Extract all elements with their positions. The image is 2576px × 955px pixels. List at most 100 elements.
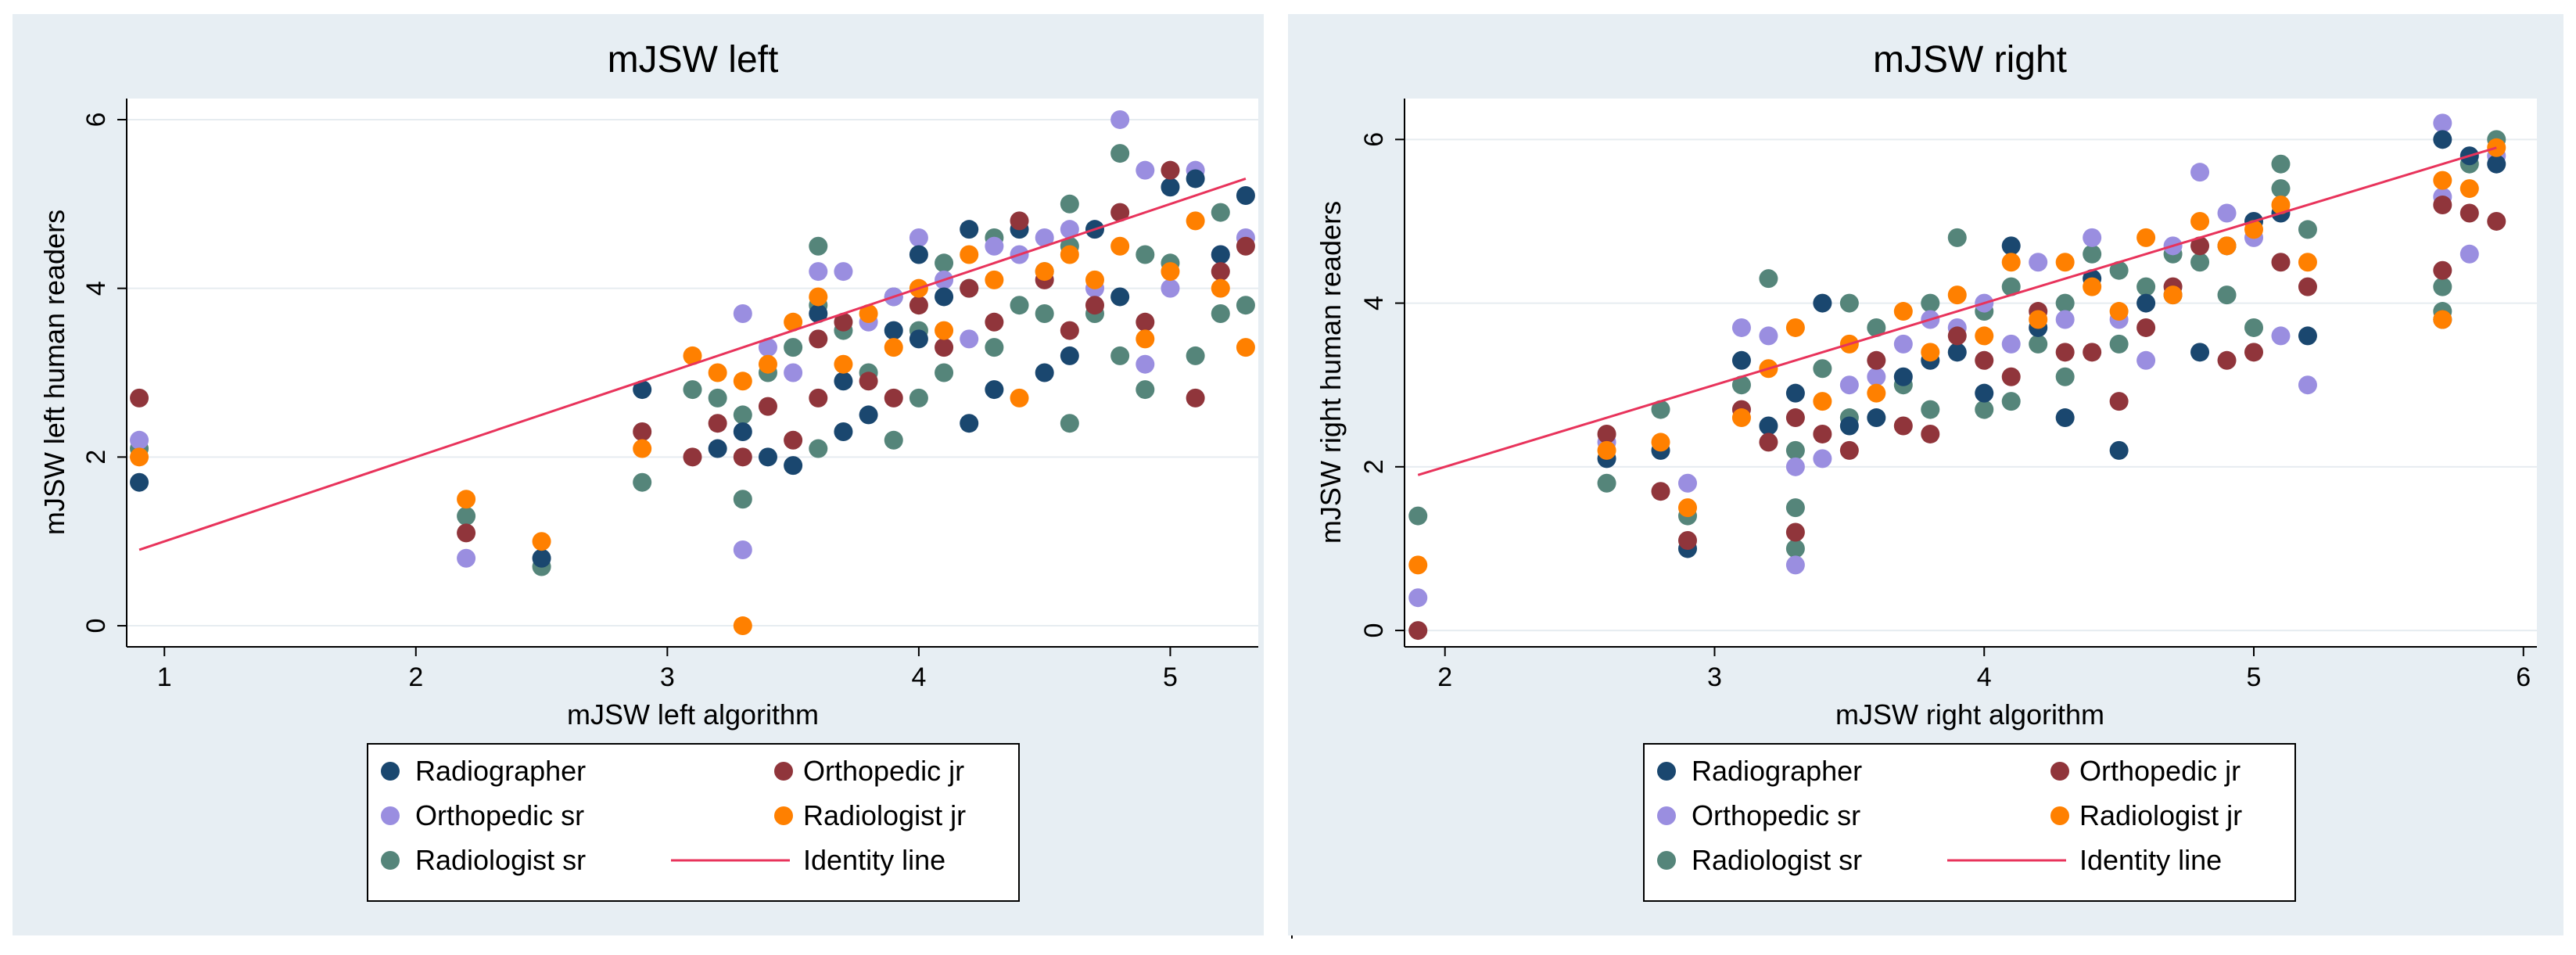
point-radiologist-jr <box>532 532 551 551</box>
point-orthopedic-jr <box>2244 343 2263 362</box>
point-orthopedic-jr <box>1813 424 1832 443</box>
legend-label-radiologist-sr: Radiologist sr <box>1692 844 1862 876</box>
point-radiologist-sr <box>708 388 727 407</box>
point-radiographer <box>1236 186 1255 206</box>
point-radiologist-sr <box>784 338 803 357</box>
point-radiologist-jr <box>633 439 652 458</box>
point-radiologist-jr <box>457 490 476 509</box>
point-orthopedic-jr <box>2190 236 2210 256</box>
plot-area <box>1405 99 2537 647</box>
point-radiologist-sr <box>1759 269 1778 289</box>
point-radiographer <box>935 287 954 307</box>
point-radiologist-jr <box>1813 392 1832 411</box>
point-radiologist-sr <box>2001 277 2021 296</box>
point-radiographer <box>1893 367 1913 386</box>
point-orthopedic-jr <box>2298 277 2317 296</box>
scatter-points <box>130 110 1255 636</box>
point-orthopedic-jr <box>1839 440 1859 460</box>
point-radiologist-sr <box>2109 334 2129 354</box>
point-radiologist-sr <box>2109 260 2129 280</box>
point-orthopedic-jr <box>1408 621 1428 641</box>
point-radiologist-sr <box>1921 400 1940 419</box>
y-tick-label: 6 <box>1359 132 1389 147</box>
point-radiologist-jr <box>1651 433 1670 452</box>
point-orthopedic-sr <box>1893 334 1913 354</box>
point-orthopedic-jr <box>1651 482 1670 501</box>
point-radiologist-jr <box>1867 383 1886 403</box>
point-radiographer <box>1211 245 1230 264</box>
point-radiologist-sr <box>2271 154 2291 174</box>
point-radiologist-jr <box>1785 318 1805 337</box>
x-axis-title: mJSW right algorithm <box>1835 698 2104 731</box>
point-radiologist-jr <box>130 447 149 467</box>
point-radiographer <box>1839 416 1859 436</box>
point-radiologist-jr <box>2001 253 2021 272</box>
point-radiologist-sr <box>1597 473 1616 493</box>
point-radiologist-sr <box>1035 304 1054 324</box>
point-radiologist-sr <box>985 338 1004 357</box>
point-radiographer <box>758 447 777 467</box>
point-radiologist-jr <box>2029 310 2048 329</box>
legend-marker-orthopedic-jr <box>774 762 793 781</box>
x-tick-label: 4 <box>1977 662 1992 692</box>
point-radiographer <box>809 304 828 324</box>
point-orthopedic-jr <box>1597 424 1616 443</box>
point-orthopedic-jr <box>2271 253 2291 272</box>
point-radiographer <box>2190 343 2210 362</box>
x-tick-label: 3 <box>660 662 675 692</box>
point-radiologist-sr <box>1813 359 1832 379</box>
legend-label-identity-line: Identity line <box>2079 844 2222 876</box>
point-radiographer <box>532 548 551 568</box>
point-orthopedic-jr <box>1893 416 1913 436</box>
point-radiologist-jr <box>2083 277 2102 296</box>
point-orthopedic-sr <box>960 329 979 349</box>
point-radiologist-sr <box>1110 346 1130 365</box>
point-radiologist-jr <box>1678 498 1697 518</box>
point-orthopedic-jr <box>1085 296 1104 315</box>
point-radiologist-sr <box>1236 296 1255 315</box>
point-radiographer <box>1110 287 1130 307</box>
point-radiologist-jr <box>2190 211 2210 231</box>
legend-marker-radiologist-jr <box>2050 806 2069 825</box>
legend-label-radiologist-jr: Radiologist jr <box>803 799 966 831</box>
point-radiographer <box>2109 440 2129 460</box>
point-radiologist-sr <box>1110 144 1130 163</box>
point-radiologist-sr <box>884 430 903 450</box>
point-radiologist-sr <box>1211 203 1230 222</box>
point-orthopedic-jr <box>2459 203 2479 223</box>
y-tick-label: 4 <box>81 281 111 296</box>
point-radiologist-sr <box>733 490 752 509</box>
point-orthopedic-sr <box>1678 473 1697 493</box>
y-tick-label: 6 <box>81 113 111 127</box>
point-radiologist-jr <box>960 245 979 264</box>
chart-title: mJSW left <box>608 39 779 81</box>
point-radiologist-sr <box>1651 400 1670 419</box>
point-orthopedic-jr <box>935 338 954 357</box>
point-radiographer <box>1947 343 1967 362</box>
point-orthopedic-sr <box>733 304 752 324</box>
legend-label-orthopedic-sr: Orthopedic sr <box>1692 799 1860 831</box>
point-radiologist-sr <box>1211 304 1230 324</box>
point-radiographer <box>2137 293 2156 313</box>
legend-marker-radiologist-sr <box>381 851 400 870</box>
point-radiologist-sr <box>1947 228 1967 247</box>
point-orthopedic-sr <box>809 262 828 282</box>
point-radiographer <box>909 329 928 349</box>
point-radiographer <box>1161 178 1180 197</box>
point-orthopedic-sr <box>985 236 1004 256</box>
point-orthopedic-sr <box>1785 457 1805 476</box>
legend-label-orthopedic-jr: Orthopedic jr <box>2079 755 2241 787</box>
point-radiographer <box>1867 408 1886 428</box>
point-radiologist-jr <box>733 372 752 391</box>
point-radiologist-sr <box>1839 293 1859 313</box>
point-radiologist-sr <box>2029 334 2048 354</box>
point-orthopedic-sr <box>1408 588 1428 608</box>
point-orthopedic-jr <box>1759 433 1778 452</box>
point-orthopedic-jr <box>909 296 928 315</box>
point-radiographer <box>130 472 149 492</box>
point-orthopedic-jr <box>1010 211 1029 231</box>
point-orthopedic-sr <box>2137 350 2156 370</box>
point-radiographer <box>834 372 853 391</box>
point-orthopedic-sr <box>1035 228 1054 247</box>
legend-label-radiologist-jr: Radiologist jr <box>2079 799 2242 831</box>
